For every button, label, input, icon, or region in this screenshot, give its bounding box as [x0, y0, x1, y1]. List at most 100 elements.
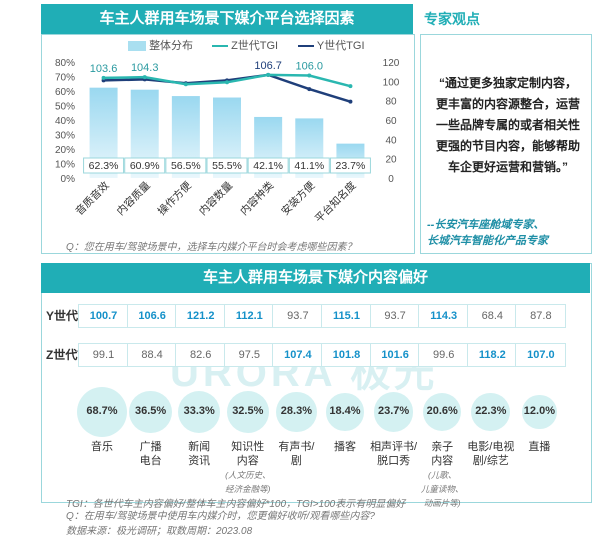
content-category-label: 知识性 内容 (人文历史、 经济金融等) — [218, 440, 278, 496]
bar-value-box — [83, 157, 125, 174]
tgi-cell: 101.8 — [321, 343, 372, 367]
overall-bubble — [276, 391, 317, 433]
y-right-tick-label: 100 — [383, 77, 400, 88]
expert-tab-title: 专家观点 — [424, 11, 480, 27]
z-tgi-data-label: 106.0 — [296, 61, 324, 73]
expert-author-line2: 长城汽车智能化产品专家 — [427, 235, 548, 247]
expert-quote: “通过更多独家定制内容，更丰富的内容源整合，运营一些品牌专属的或者相关性更强的节… — [435, 76, 580, 174]
bar-value-label: 60.9% — [130, 160, 160, 172]
overall-bubble — [373, 392, 414, 432]
bar-value-box — [206, 157, 248, 174]
overall-bubble-label: 33.3% — [183, 405, 215, 417]
y-right-tick-label: 0 — [388, 174, 394, 185]
platform-factor-panel — [41, 34, 415, 254]
overall-bubble-label: 22.3% — [475, 405, 507, 417]
y-right-tick-label: 120 — [383, 58, 400, 69]
content-category-sublabel: (儿歌、 儿童读物、 动画片等) — [420, 470, 464, 508]
bar-value-label: 41.1% — [294, 160, 324, 172]
z-tgi-point — [142, 75, 147, 80]
tgi-cell: 106.6 — [126, 304, 178, 328]
z-tgi-point — [225, 80, 229, 85]
y-left-tick-label: 80% — [55, 58, 75, 69]
expert-opinion-box: “通过更多独家定制内容，更丰富的内容源整合，运营一些品牌专属的或者相关性更强的节… — [420, 34, 592, 254]
overall-bubble — [423, 392, 462, 432]
overall-bubble-label: 23.7% — [377, 405, 410, 417]
y-right-tick-label: 80 — [385, 97, 397, 108]
data-source: 数据来源：极光调研；取数周期：2023.08 — [66, 526, 253, 537]
bar-value-label: 56.5% — [171, 160, 201, 172]
overall-bubble-label: 36.5% — [134, 405, 167, 417]
tgi-cell: 115.1 — [321, 304, 372, 328]
tgi-definition-note: TGI：各世代车主内容偏好/整体车主内容偏好*100，TGI>100表示有明显偏… — [66, 499, 406, 510]
expert-author: --长安汽车座舱域专家、 长城汽车智能化产品专家 — [427, 217, 587, 249]
overall-bubble — [226, 391, 269, 433]
category-label: 音质音效 — [73, 179, 112, 218]
tgi-cell: 99.1 — [78, 343, 129, 367]
content-category-label: 亲子 内容 (儿歌、 儿童读物、 动画片等) — [412, 440, 472, 510]
z-tgi-point — [101, 75, 106, 80]
content-question: Q：在用车/驾驶场景中使用车内媒介时，您更偏好收听/观看哪些内容? — [66, 511, 375, 522]
tgi-cell: 82.6 — [175, 343, 227, 367]
bar-value-box — [165, 157, 207, 174]
content-category-label: 广播 电台 — [139, 441, 162, 467]
tgi-cell: 88.4 — [126, 343, 178, 367]
y-left-tick-label: 70% — [55, 73, 75, 84]
bar-value-label: 55.5% — [212, 160, 242, 172]
y-left-tick-label: 10% — [55, 160, 75, 171]
tgi-cell: 87.8 — [515, 304, 567, 328]
bar-value-label: 62.3% — [89, 160, 119, 172]
category-label: 操作方便 — [155, 179, 194, 218]
tgi-cell: 107.4 — [272, 343, 324, 367]
category-label: 安装方便 — [279, 179, 318, 218]
y-left-tick-label: 60% — [55, 87, 75, 98]
overall-bubble-label: 28.3% — [280, 405, 312, 417]
bar-value-box — [247, 157, 289, 174]
content-category-label: 直播 — [528, 441, 551, 453]
legend-swatch-z — [212, 45, 228, 48]
z-tgi-data-label: 104.3 — [131, 62, 159, 74]
tgi-cell: 93.7 — [272, 304, 324, 328]
bar-value-box — [124, 157, 166, 174]
content-category-label: 音乐 — [91, 441, 113, 453]
tgi-cell: 93.7 — [369, 304, 421, 328]
z-tgi-data-label: 103.6 — [90, 63, 118, 75]
y-right-tick-label: 20 — [385, 155, 397, 166]
tgi-cell: 107.0 — [515, 343, 567, 367]
overall-bubble — [178, 390, 221, 434]
overall-bubble — [129, 390, 173, 434]
platform-question: Q：您在用车/驾驶场景中，选择车内媒介平台时会考虑哪些因素？ — [66, 242, 357, 253]
content-category-label: 播客 — [334, 441, 356, 453]
tgi-cell: 121.2 — [175, 304, 227, 328]
platform-factor-title: 车主人群用车场景下媒介平台选择因素 — [41, 4, 413, 34]
overall-bubble — [326, 393, 364, 431]
y-right-tick-label: 40 — [385, 135, 397, 146]
legend-overall-label: 整体分布 — [149, 40, 194, 52]
content-category-label: 新闻 资讯 — [188, 441, 211, 467]
tgi-cell: 101.6 — [369, 343, 421, 367]
expert-author-line1: --长安汽车座舱域专家、 — [427, 219, 545, 231]
content-preference-title: 车主人群用车场景下媒介内容偏好 — [41, 263, 590, 293]
content-category-label: 电影/电视 剧/综艺 — [467, 441, 515, 467]
y-left-tick-label: 50% — [55, 102, 75, 113]
tgi-cell: 97.5 — [223, 343, 275, 367]
content-category-sublabel: (人文历史、 经济金融等) — [225, 470, 271, 494]
y-tgi-point — [348, 99, 353, 104]
overall-bubble-label: 18.4% — [329, 405, 361, 417]
z-tgi-point — [183, 82, 188, 87]
category-label: 内容质量 — [114, 179, 153, 218]
content-category-label: 相声评书/ 脱口秀 — [370, 441, 418, 467]
legend-y-tgi: Y世代TGI — [298, 37, 365, 53]
platform-factor-chart: 0% 10% 20% 30% 40% 50% 60% 70% 80% 0 20 40 60 80 100 12… — [55, 58, 400, 225]
y-left-tick-label: 40% — [55, 116, 75, 127]
bar-value-box — [329, 157, 371, 174]
overall-bubble — [521, 394, 557, 430]
bar-value-box — [288, 157, 330, 174]
bar-value-label: 42.1% — [253, 160, 283, 172]
legend-z-tgi: Z世代TGI — [212, 37, 278, 53]
overall-bubble-label: 12.0% — [523, 405, 555, 417]
legend-overall: 整体分布 — [128, 37, 193, 53]
tgi-cell: 68.4 — [466, 304, 518, 328]
category-label: 内容数量 — [196, 179, 235, 218]
y-tgi-data-label: 106.7 — [254, 60, 282, 72]
content-category-label: 有声书/ 剧 — [278, 441, 315, 467]
